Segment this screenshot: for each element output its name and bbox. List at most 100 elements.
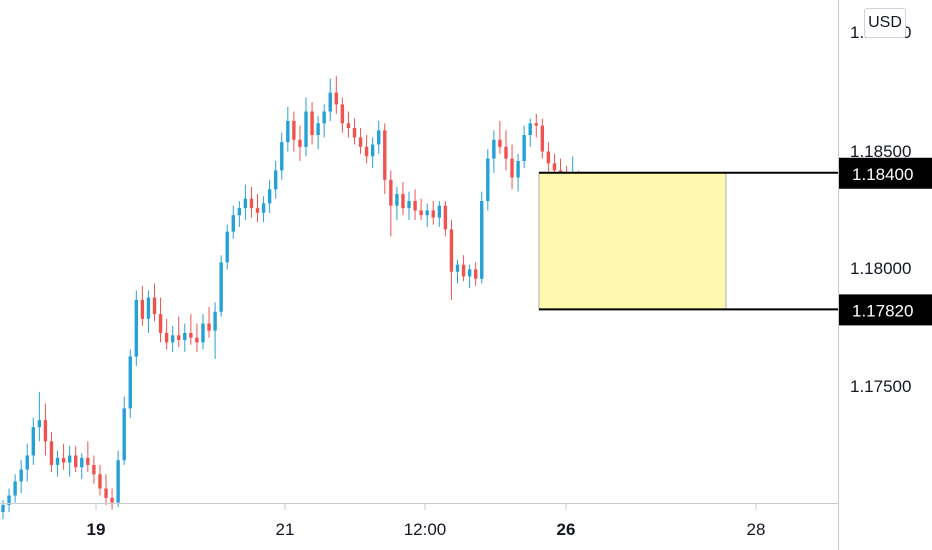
- candle-body: [401, 193, 405, 209]
- candle-body: [425, 210, 429, 216]
- candle-body: [358, 137, 363, 147]
- candle: [213, 302, 217, 359]
- candle-body: [280, 142, 284, 171]
- candle-body: [61, 457, 66, 463]
- candle-body: [13, 481, 17, 496]
- candle: [207, 307, 211, 338]
- candle: [255, 193, 260, 223]
- candle: [346, 111, 351, 138]
- candle: [401, 182, 405, 216]
- candle: [243, 184, 248, 220]
- candle: [116, 450, 120, 508]
- candle: [480, 191, 484, 284]
- price-tick-label: 1.18000: [850, 259, 911, 278]
- candle-body: [207, 323, 211, 331]
- candle-body: [528, 123, 532, 136]
- price-tag-lower: 1.17820: [839, 294, 932, 326]
- candle-body: [546, 151, 551, 164]
- candle-body: [431, 210, 435, 218]
- candle: [49, 431, 54, 472]
- candle-body: [480, 201, 484, 279]
- candle: [86, 441, 90, 472]
- candle-body: [219, 262, 223, 312]
- candle: [231, 205, 235, 239]
- candle: [61, 443, 66, 470]
- candle-body: [522, 135, 526, 161]
- candle: [237, 201, 242, 227]
- candle: [455, 259, 460, 284]
- candle-body: [231, 215, 235, 232]
- candle-body: [370, 144, 375, 157]
- time-axis[interactable]: 19 21 12:00 26 28: [87, 503, 766, 539]
- candle: [534, 113, 538, 138]
- candle-body: [364, 146, 369, 157]
- candle-body: [516, 160, 520, 178]
- candle: [461, 255, 466, 282]
- target-zone-box[interactable]: [538, 172, 727, 310]
- candle: [298, 125, 302, 161]
- candle-body: [213, 311, 217, 331]
- candle: [74, 446, 78, 472]
- candle-body: [152, 297, 157, 315]
- candle: [140, 285, 145, 326]
- time-tick-label: 26: [557, 520, 576, 539]
- candle: [158, 297, 163, 343]
- candle: [540, 118, 545, 159]
- candle-body: [116, 460, 120, 503]
- candle: [225, 224, 229, 270]
- candle: [55, 450, 60, 477]
- candle-body: [267, 189, 272, 204]
- candle-body: [1, 504, 5, 513]
- candle: [286, 106, 290, 152]
- candle: [492, 130, 496, 173]
- candle: [510, 144, 514, 190]
- price-axis[interactable]: 1.19000 1.18500 1.18000 1.17500: [850, 23, 911, 396]
- candle-body: [237, 208, 242, 216]
- candle: [322, 104, 326, 138]
- candle-body: [158, 314, 163, 333]
- candle: [177, 316, 181, 348]
- candle: [370, 137, 375, 169]
- candle: [443, 201, 448, 237]
- candle-body: [92, 464, 96, 475]
- candle: [431, 201, 435, 225]
- candle: [19, 460, 23, 494]
- candle-body: [122, 408, 126, 461]
- candle-body: [389, 179, 393, 206]
- time-tick-label: 21: [276, 520, 295, 539]
- candle-body: [304, 111, 308, 147]
- candle: [261, 196, 266, 223]
- candle-body: [292, 120, 296, 140]
- candle: [280, 132, 284, 180]
- candle-body: [25, 455, 29, 470]
- candle-body: [140, 299, 145, 319]
- candle: [104, 474, 108, 505]
- candle-body: [316, 123, 320, 136]
- candle-body: [310, 111, 314, 136]
- candle-body: [7, 495, 11, 505]
- candle: [352, 118, 357, 145]
- candle: [364, 135, 369, 164]
- candle: [473, 262, 478, 286]
- candle: [395, 186, 399, 220]
- candle-body: [486, 158, 490, 202]
- candle-body: [225, 231, 229, 263]
- candle: [164, 318, 169, 350]
- candle-body: [80, 457, 84, 468]
- candle: [467, 264, 472, 289]
- candle: [340, 97, 345, 133]
- candle: [201, 314, 205, 350]
- candle-body: [437, 205, 442, 218]
- time-tick-label: 19: [87, 520, 106, 539]
- time-tick-label: 28: [747, 520, 766, 539]
- price-tag-lower-label: 1.17820: [852, 301, 913, 320]
- price-tag-upper: 1.18400: [839, 157, 932, 189]
- candle: [25, 443, 29, 482]
- candle-body: [201, 323, 205, 343]
- candle-body: [67, 455, 72, 463]
- currency-button[interactable]: USD: [864, 8, 906, 38]
- candle-body: [183, 332, 187, 341]
- candle-body: [31, 427, 35, 456]
- candle: [183, 323, 187, 352]
